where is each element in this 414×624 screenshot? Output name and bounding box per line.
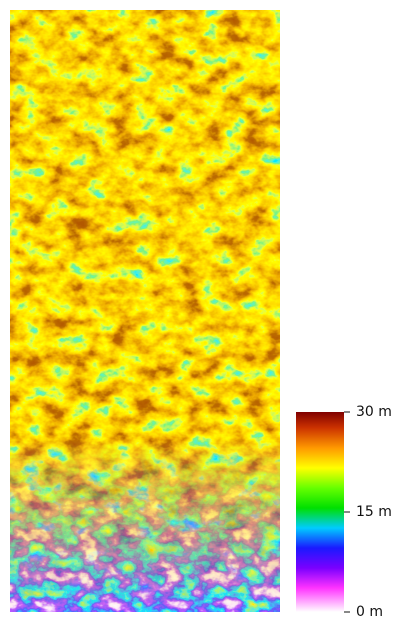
colorbar-label: 15 m (356, 504, 392, 520)
colorbar-label: 0 m (356, 604, 383, 620)
colorbar (296, 412, 344, 612)
height-raster-low (10, 440, 280, 612)
map-figure: 30 m 15 m 0 m (0, 0, 414, 624)
page: 30 m15 m0 m (() => { const data = JSON.p… (0, 0, 414, 624)
colorbar-label: 30 m (356, 404, 392, 420)
